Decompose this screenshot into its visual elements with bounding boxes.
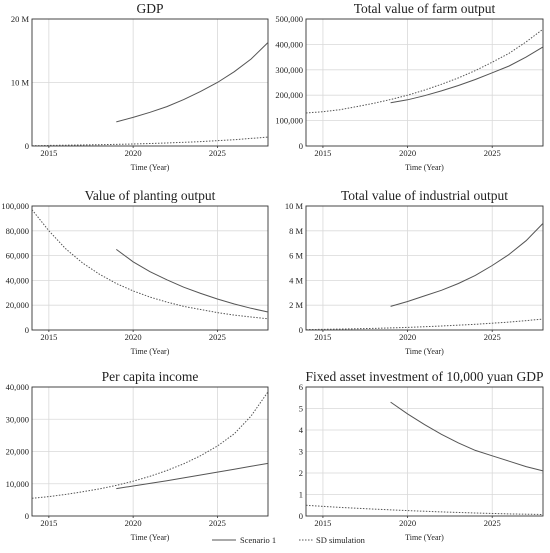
sd-simulation-line xyxy=(305,28,544,114)
legend-sd-label: SD simulation xyxy=(316,535,366,545)
x-axis-label: Time (Year) xyxy=(131,533,170,542)
sd-simulation-line xyxy=(31,209,269,320)
y-tick-label: 0 xyxy=(25,141,29,151)
chart-title: Total value of farm output xyxy=(354,1,496,16)
chart-title: GDP xyxy=(136,1,163,16)
scenario-1-line xyxy=(116,462,269,490)
chart-title: Fixed asset investment of 10,000 yuan GD… xyxy=(305,369,543,384)
scenario-1-line xyxy=(116,248,269,313)
y-tick-label: 0 xyxy=(25,325,29,335)
y-tick-label: 8 M xyxy=(289,226,303,236)
plot-frame xyxy=(31,205,269,331)
x-tick-label: 2025 xyxy=(484,332,501,342)
y-tick-label: 20,000 xyxy=(6,300,29,310)
scenario-1-line xyxy=(390,46,544,104)
y-tick-label: 60,000 xyxy=(6,251,29,261)
y-tick-label: 80,000 xyxy=(6,226,29,236)
y-tick-label: 4 M xyxy=(289,275,303,285)
x-tick-label: 2015 xyxy=(314,332,331,342)
y-tick-label: 400,000 xyxy=(275,39,303,49)
x-tick-label: 2015 xyxy=(40,148,57,158)
y-tick-label: 10,000 xyxy=(6,479,29,489)
y-tick-label: 20 M xyxy=(11,14,30,24)
x-tick-label: 2020 xyxy=(125,518,142,528)
y-tick-label: 40,000 xyxy=(6,275,29,285)
x-axis-label: Time (Year) xyxy=(405,533,444,542)
plot-frame xyxy=(305,18,544,147)
y-tick-label: 200,000 xyxy=(275,90,303,100)
plot-frame xyxy=(31,386,269,517)
x-tick-label: 2015 xyxy=(314,518,331,528)
y-tick-label: 10 M xyxy=(11,78,30,88)
chart-4: 2015 2020 2025 0 2 M 4 M 6 M 8 M 10 M Total value… xyxy=(285,188,544,356)
x-tick-label: 2025 xyxy=(484,518,501,528)
y-tick-label: 0 xyxy=(299,141,303,151)
x-tick-label: 2015 xyxy=(40,518,57,528)
x-tick-label: 2015 xyxy=(314,148,331,158)
x-tick-label: 2020 xyxy=(399,332,416,342)
scenario-1-line xyxy=(390,401,544,472)
chart-2: 2015 2020 2025 0 100,000 200,000 300,000 400,00… xyxy=(275,1,544,172)
x-tick-label: 2015 xyxy=(40,332,57,342)
y-tick-label: 40,000 xyxy=(6,382,29,392)
scenario-1-line xyxy=(390,223,544,307)
legend-scenario-label: Scenario 1 xyxy=(240,535,276,545)
y-tick-label: 0 xyxy=(25,511,29,521)
y-tick-label: 5 xyxy=(299,404,303,414)
chart-title: Total value of industrial output xyxy=(341,188,508,203)
x-axis-label: Time (Year) xyxy=(131,163,170,172)
x-axis-label: Time (Year) xyxy=(405,347,444,356)
x-tick-label: 2020 xyxy=(125,148,142,158)
x-axis-label: Time (Year) xyxy=(131,347,170,356)
legend: Scenario 1 SD simulation xyxy=(212,533,392,547)
y-tick-label: 1 xyxy=(299,490,303,500)
sd-simulation-line xyxy=(31,391,269,499)
chart-1: 2015 2020 2025 0 10 M 20 M GDP Time (Year) xyxy=(11,1,269,172)
y-tick-label: 30,000 xyxy=(6,414,29,424)
x-tick-label: 2025 xyxy=(209,332,226,342)
sd-simulation-line xyxy=(305,318,544,331)
chart-3: 2015 2020 2025 0 20,000 40,000 60,000 80,000 100… xyxy=(1,188,269,356)
y-tick-label: 300,000 xyxy=(275,65,303,75)
y-tick-label: 6 M xyxy=(289,251,303,261)
x-axis-label: Time (Year) xyxy=(405,163,444,172)
y-tick-label: 20,000 xyxy=(6,447,29,457)
y-tick-label: 2 M xyxy=(289,300,303,310)
chart-5: 2015 2020 2025 0 10,000 20,000 30,000 40,000 Per… xyxy=(6,369,269,542)
sd-simulation-line xyxy=(31,136,269,147)
plot-frame xyxy=(31,18,269,147)
x-tick-label: 2020 xyxy=(399,518,416,528)
scenario-1-line xyxy=(116,42,269,123)
x-tick-label: 2020 xyxy=(399,148,416,158)
y-tick-label: 3 xyxy=(299,447,303,457)
x-tick-label: 2025 xyxy=(209,518,226,528)
sd-simulation-line xyxy=(305,504,544,515)
y-tick-label: 100,000 xyxy=(1,201,29,211)
legend-swatches: Scenario 1 SD simulation xyxy=(212,535,366,545)
x-tick-label: 2020 xyxy=(125,332,142,342)
plot-frame xyxy=(305,386,544,517)
y-tick-label: 10 M xyxy=(285,201,304,211)
y-tick-label: 100,000 xyxy=(275,116,303,126)
y-tick-label: 500,000 xyxy=(275,14,303,24)
x-tick-label: 2025 xyxy=(209,148,226,158)
x-tick-label: 2025 xyxy=(484,148,501,158)
y-tick-label: 6 xyxy=(299,382,303,392)
y-tick-label: 0 xyxy=(299,511,303,521)
y-tick-label: 2 xyxy=(299,468,303,478)
chart-title: Value of planting output xyxy=(85,188,216,203)
y-tick-label: 0 xyxy=(299,325,303,335)
plot-frame xyxy=(305,205,544,331)
chart-title: Per capita income xyxy=(102,369,199,384)
y-tick-label: 4 xyxy=(299,425,304,435)
